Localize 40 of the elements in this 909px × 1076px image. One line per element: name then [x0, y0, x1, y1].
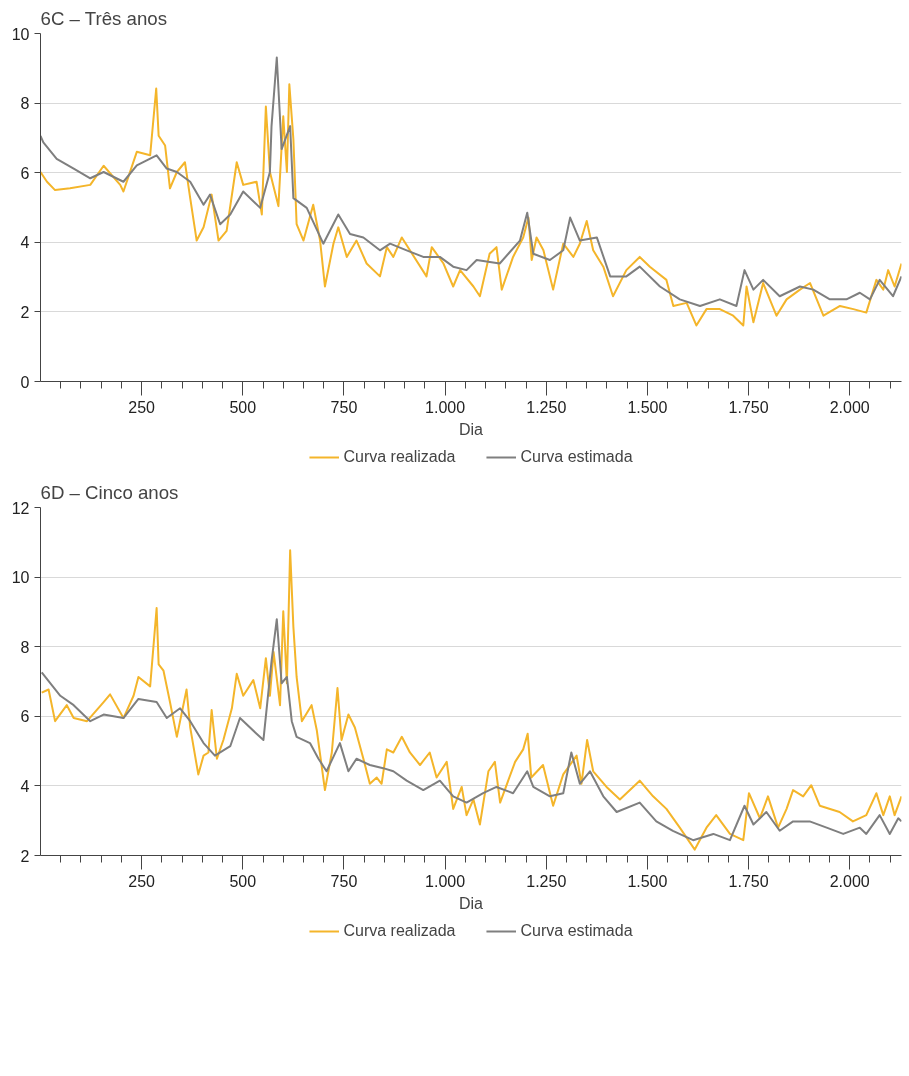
- legend-label: Curva realizada: [343, 448, 456, 466]
- line-series: [40, 549, 902, 851]
- line-series: [40, 618, 902, 842]
- x-axis-title: Dia: [459, 420, 484, 438]
- y-tick-label: 10: [11, 25, 30, 43]
- x-tick-label: 1.500: [627, 872, 668, 890]
- x-tick-label: 1.000: [425, 872, 466, 890]
- x-tick-label: 2.000: [829, 398, 870, 416]
- y-tick-label: 6: [20, 164, 30, 182]
- x-tick-label: 750: [330, 398, 358, 416]
- x-tick-label: 1.250: [526, 398, 567, 416]
- y-tick-label: 2: [20, 847, 30, 865]
- y-tick-label: 6: [20, 708, 30, 726]
- x-tick-label: 1.000: [425, 398, 466, 416]
- x-tick-label: 1.750: [728, 398, 769, 416]
- legend-label: Curva estimada: [520, 922, 633, 940]
- x-tick-label: 250: [128, 872, 156, 890]
- y-tick-label: 8: [20, 638, 30, 656]
- chart-title: 6D – Cinco anos: [40, 481, 179, 503]
- y-tick-label: 4: [20, 234, 30, 252]
- legend-label: Curva estimada: [520, 448, 633, 466]
- x-tick-label: 500: [229, 872, 257, 890]
- x-tick-label: 250: [128, 398, 156, 416]
- y-tick-label: 0: [20, 373, 30, 391]
- y-tick-label: 4: [20, 777, 30, 795]
- line-series: [40, 56, 902, 307]
- y-tick-label: 2: [20, 303, 30, 321]
- line-series: [40, 83, 902, 327]
- x-tick-label: 1.500: [627, 398, 668, 416]
- x-tick-label: 2.000: [829, 872, 870, 890]
- legend-label: Curva realizada: [343, 922, 456, 940]
- y-tick-label: 8: [20, 95, 30, 113]
- y-tick-label: 10: [11, 569, 30, 587]
- x-tick-label: 1.250: [526, 872, 567, 890]
- x-tick-label: 750: [330, 872, 358, 890]
- x-tick-label: 1.750: [728, 872, 769, 890]
- x-tick-label: 500: [229, 398, 257, 416]
- chart-title: 6C – Três anos: [40, 7, 168, 29]
- y-tick-label: 12: [11, 499, 30, 517]
- x-axis-title: Dia: [459, 894, 484, 912]
